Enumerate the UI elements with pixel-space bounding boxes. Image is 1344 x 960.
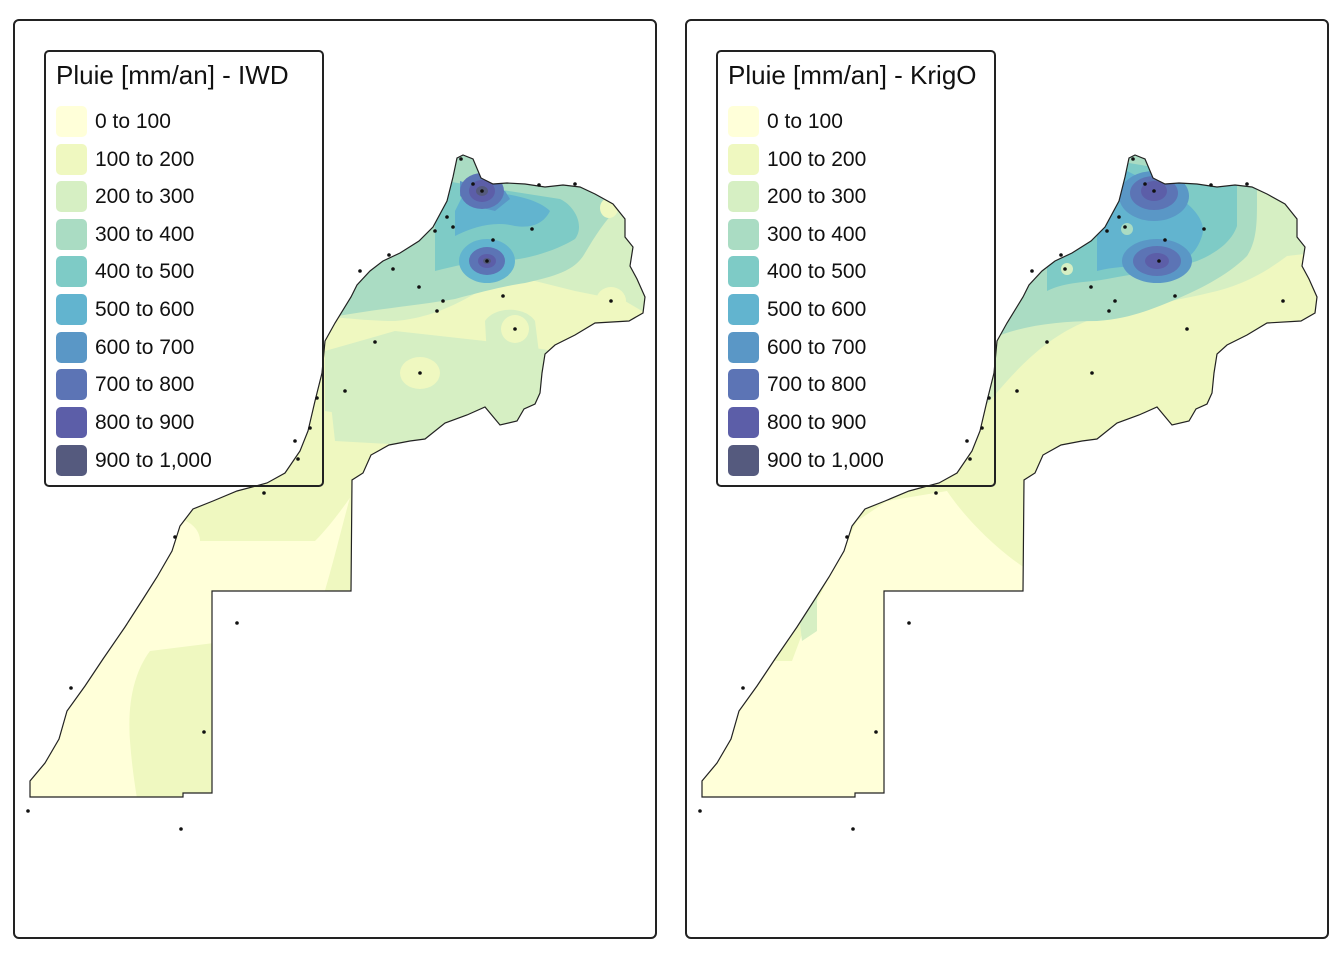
legend-swatch (56, 106, 87, 137)
legend-swatch (728, 256, 759, 287)
legend-label: 500 to 600 (95, 298, 195, 321)
station-points-krigo (698, 157, 1285, 831)
legend-label: 900 to 1,000 (95, 449, 212, 472)
legend-item: 0 to 100 (728, 104, 988, 138)
legend-label: 400 to 500 (95, 260, 195, 283)
legend-item: 800 to 900 (728, 405, 988, 439)
legend-swatch (56, 369, 87, 400)
legend-swatch (728, 332, 759, 363)
legend-item: 300 to 400 (728, 217, 988, 251)
legend-swatch (56, 256, 87, 287)
legend-item: 700 to 800 (56, 367, 316, 401)
legend-label: 800 to 900 (767, 411, 867, 434)
legend-item: 400 to 500 (728, 254, 988, 288)
legend-item: 200 to 300 (728, 179, 988, 213)
legend-item: 700 to 800 (728, 367, 988, 401)
legend-swatch (728, 445, 759, 476)
station-points-iwd (26, 157, 613, 831)
legend-label: 800 to 900 (95, 411, 195, 434)
legend-label: 100 to 200 (95, 148, 195, 171)
legend-label: 700 to 800 (95, 373, 195, 396)
map-canvas-iwd (26, 154, 646, 831)
legend-item: 100 to 200 (728, 142, 988, 176)
legend-label: 200 to 300 (95, 185, 195, 208)
legend-label: 700 to 800 (767, 373, 867, 396)
legend-item: 500 to 600 (56, 292, 316, 326)
map-panel-iwd: Pluie [mm/an] - IWD 0 to 100 100 to 200 … (13, 19, 657, 939)
legend-label: 200 to 300 (767, 185, 867, 208)
legend-swatch (56, 445, 87, 476)
legend-swatch (56, 407, 87, 438)
legend-iwd: Pluie [mm/an] - IWD 0 to 100 100 to 200 … (44, 50, 324, 487)
legend-item: 500 to 600 (728, 292, 988, 326)
legend-item: 900 to 1,000 (56, 443, 316, 477)
legend-item: 900 to 1,000 (728, 443, 988, 477)
map-canvas-krigo (698, 154, 1318, 831)
legend-label: 500 to 600 (767, 298, 867, 321)
legend-label: 400 to 500 (767, 260, 867, 283)
legend-label: 600 to 700 (95, 336, 195, 359)
legend-item: 600 to 700 (56, 330, 316, 364)
legend-swatch (728, 219, 759, 250)
legend-swatch (728, 106, 759, 137)
legend-krigo: Pluie [mm/an] - KrigO 0 to 100 100 to 20… (716, 50, 996, 487)
legend-item: 300 to 400 (56, 217, 316, 251)
legend-label: 900 to 1,000 (767, 449, 884, 472)
legend-swatch (56, 294, 87, 325)
legend-swatch (56, 332, 87, 363)
legend-item: 100 to 200 (56, 142, 316, 176)
legend-label: 600 to 700 (767, 336, 867, 359)
legend-title-iwd: Pluie [mm/an] - IWD (56, 60, 289, 90)
legend-swatch (56, 144, 87, 175)
legend-label: 0 to 100 (767, 110, 843, 133)
legend-label: 100 to 200 (767, 148, 867, 171)
legend-swatch (728, 144, 759, 175)
legend-label: 300 to 400 (95, 223, 195, 246)
legend-item: 800 to 900 (56, 405, 316, 439)
legend-label: 0 to 100 (95, 110, 171, 133)
legend-swatch (56, 219, 87, 250)
legend-label: 300 to 400 (767, 223, 867, 246)
legend-title-krigo: Pluie [mm/an] - KrigO (728, 60, 977, 90)
legend-swatch (728, 369, 759, 400)
legend-swatch (728, 294, 759, 325)
legend-item: 0 to 100 (56, 104, 316, 138)
legend-item: 400 to 500 (56, 254, 316, 288)
map-panel-krigo: Pluie [mm/an] - KrigO 0 to 100 100 to 20… (685, 19, 1329, 939)
legend-item: 200 to 300 (56, 179, 316, 213)
legend-item: 600 to 700 (728, 330, 988, 364)
legend-swatch (728, 407, 759, 438)
legend-swatch (56, 181, 87, 212)
legend-swatch (728, 181, 759, 212)
